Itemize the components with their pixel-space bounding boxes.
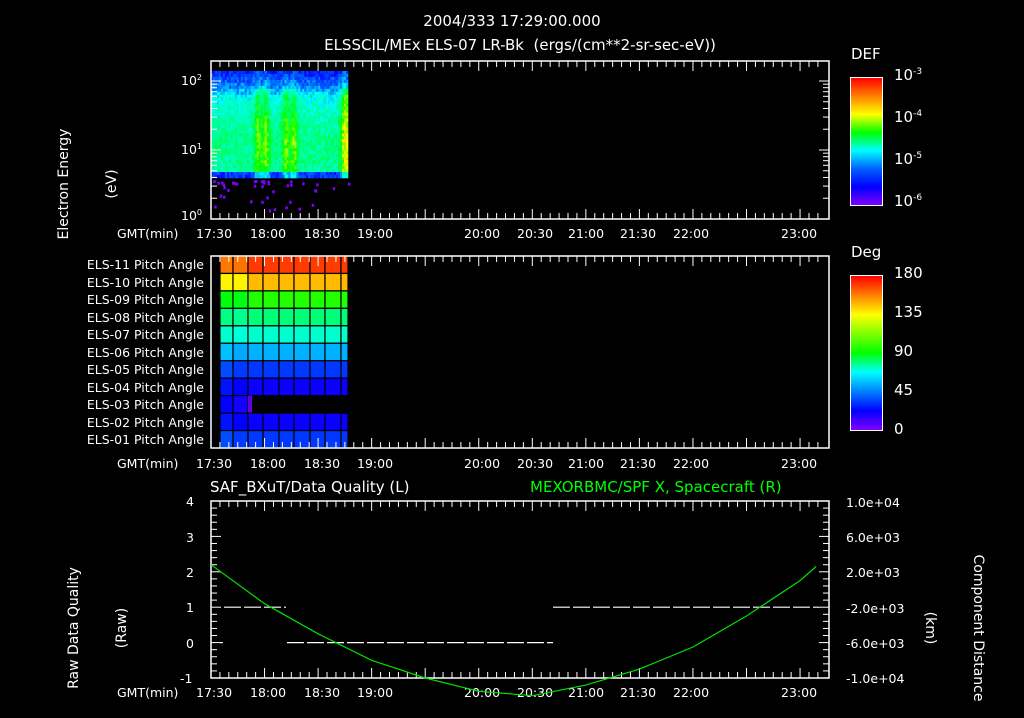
pitch-row-label: ELS-04 Pitch Angle <box>86 379 204 395</box>
axis-ticks <box>210 61 829 679</box>
panel1-colorbar-label-5: 10-5 <box>894 150 923 168</box>
pitch-row-label: ELS-09 Pitch Angle <box>86 292 204 307</box>
xaxis-tick-label: 22:00 <box>673 226 710 241</box>
panel3-ytick-left: 0 <box>186 636 194 651</box>
panel2-colorbar-label: 0 <box>894 420 904 438</box>
panel1-colorbar-label-3: 10-3 <box>894 66 923 84</box>
xaxis-tick-label: 23:00 <box>781 685 818 700</box>
panel2-colorbar <box>850 275 883 431</box>
panel3-xaxis-labels: GMT(min) 17:30 18:00 18:30 19:00 20:00 20:30 21… <box>0 685 1024 701</box>
panel3-ytick-left: 2 <box>186 565 194 580</box>
pitch-row-label: ELS-06 Pitch Angle <box>86 344 204 360</box>
panel3-ytick-right: -2.0e+03 <box>846 601 905 616</box>
xaxis-tick-label: 22:00 <box>673 456 710 471</box>
xaxis-tick-label: 19:00 <box>357 685 394 700</box>
xaxis-tick-label: 21:30 <box>620 226 657 241</box>
plot-title: ELSSCIL/MEx ELS-07 LR-Bk (ergs/(cm**2-sr… <box>324 36 716 54</box>
panel3-ytick-left: 3 <box>186 530 194 545</box>
pitch-row-label: ELS-05 Pitch Angle <box>86 362 204 377</box>
xaxis-tick-label: 21:00 <box>568 685 605 700</box>
panel1-colorbar-label-6: 10-6 <box>894 192 923 210</box>
panel1-ytick-0: 100 <box>181 208 202 224</box>
xaxis-tick-label: 18:30 <box>304 685 341 700</box>
panel3-ytick-left: -1 <box>180 671 193 686</box>
xaxis-tick-label: 19:00 <box>357 226 394 241</box>
pitch-row-label: ELS-01 Pitch Angle <box>86 432 204 447</box>
xaxis-tick-label: 20:30 <box>517 226 554 241</box>
data-quality-series <box>220 606 819 644</box>
xaxis-tick-label: 21:00 <box>568 226 605 241</box>
panel1-colorbar-title: DEF <box>851 45 881 63</box>
panel2-frame <box>210 255 830 449</box>
xaxis-prefix: GMT(min) <box>117 226 179 241</box>
panel3-frame <box>210 500 830 679</box>
axes-frames <box>210 60 830 679</box>
panel3-ytick-right: 2.0e+03 <box>846 565 900 580</box>
panel3-ytick-right: 1.0e+04 <box>846 495 900 510</box>
xaxis-tick-label: 21:30 <box>620 685 657 700</box>
xaxis-tick-label: 20:00 <box>464 226 501 241</box>
panel2-colorbar-label: 90 <box>894 342 914 360</box>
panel2-colorbar-label: 45 <box>894 381 914 399</box>
pitch-row-label: ELS-02 Pitch Angle <box>86 414 204 430</box>
pitch-angle-grid <box>219 255 349 449</box>
xaxis-tick-label: 17:30 <box>196 456 233 471</box>
panel1-colorbar <box>850 77 883 206</box>
panel2-colorbar-label: 180 <box>894 264 923 282</box>
panel3-ytick-right: -6.0e+03 <box>846 636 905 651</box>
xaxis-tick-label: 18:30 <box>304 456 341 471</box>
xaxis-tick-label: 20:30 <box>517 456 554 471</box>
panel1-ytick-1: 101 <box>181 142 202 158</box>
panel1-ytick-2: 102 <box>181 73 202 89</box>
xaxis-tick-label: 21:30 <box>620 456 657 471</box>
xaxis-tick-label: 20:30 <box>517 685 554 700</box>
panel3-ytick-right: -1.0e+04 <box>846 671 905 686</box>
pitch-row-label: ELS-03 Pitch Angle <box>86 397 204 412</box>
xaxis-prefix: GMT(min) <box>117 456 179 471</box>
plot-timestamp: 2004/333 17:29:00.000 <box>423 12 601 30</box>
xaxis-tick-label: 17:30 <box>196 226 233 241</box>
panel3-right-title: MEXORBMC/SPF X, Spacecraft (R) <box>530 478 782 496</box>
xaxis-tick-label: 18:00 <box>250 226 287 241</box>
panel2-colorbar-label: 135 <box>894 303 923 321</box>
xaxis-tick-label: 17:30 <box>196 685 233 700</box>
panel3-ytick-left: 4 <box>186 494 194 509</box>
panel3-ytick-right: 6.0e+03 <box>846 530 900 545</box>
pitch-row-label: ELS-07 Pitch Angle <box>86 327 204 342</box>
panel3-left-title: SAF_BXuT/Data Quality (L) <box>210 478 410 496</box>
panel2-row-labels: ELS-11 Pitch Angle ELS-10 Pitch Angle EL… <box>40 256 204 449</box>
spacecraft-x-series <box>210 564 817 697</box>
xaxis-tick-label: 19:00 <box>357 456 394 471</box>
xaxis-tick-label: 18:30 <box>304 226 341 241</box>
xaxis-tick-label: 18:00 <box>250 685 287 700</box>
panel1-colorbar-label-4: 10-4 <box>894 108 923 126</box>
energy-spectrogram <box>211 71 351 213</box>
xaxis-tick-label: 20:00 <box>464 685 501 700</box>
panel1-xaxis-labels: GMT(min) 17:30 18:00 18:30 19:00 20:00 20:30 21… <box>0 226 1024 242</box>
panel3-ytick-left: 1 <box>186 600 194 615</box>
panel1-frame <box>210 60 830 220</box>
xaxis-prefix: GMT(min) <box>117 685 179 700</box>
pitch-row-label: ELS-08 Pitch Angle <box>86 309 204 325</box>
pitch-row-label: ELS-11 Pitch Angle <box>86 257 204 272</box>
pitch-row-label: ELS-10 Pitch Angle <box>86 274 204 290</box>
panel2-xaxis-labels: GMT(min) 17:30 18:00 18:30 19:00 20:00 20:30 21… <box>0 456 1024 472</box>
xaxis-tick-label: 23:00 <box>781 226 818 241</box>
xaxis-tick-label: 22:00 <box>673 685 710 700</box>
xaxis-tick-label: 20:00 <box>464 456 501 471</box>
xaxis-tick-label: 18:00 <box>250 456 287 471</box>
panel2-colorbar-title: Deg <box>851 243 882 261</box>
xaxis-tick-label: 23:00 <box>781 456 818 471</box>
xaxis-tick-label: 21:00 <box>568 456 605 471</box>
